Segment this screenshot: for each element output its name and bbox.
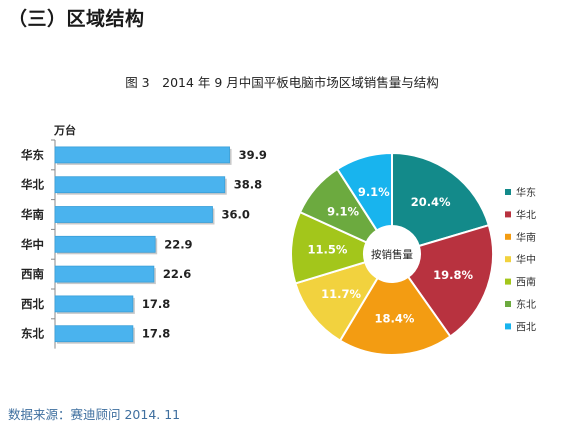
pie-slice (391, 151, 491, 248)
bar (54, 146, 230, 164)
legend-swatch (505, 323, 511, 330)
legend-swatch (505, 189, 511, 195)
bar-category-label: 华北 (21, 178, 44, 192)
pie-slice-label: 9.1% (358, 185, 390, 199)
legend-swatch (505, 278, 511, 285)
legend-label: 华南 (516, 231, 536, 244)
legend-swatch (505, 211, 511, 218)
unit-label: 万台 (53, 123, 76, 137)
bar-value-label: 39.9 (239, 148, 267, 162)
legend-label: 西北 (516, 321, 536, 333)
legend-swatch (505, 233, 511, 240)
bar (54, 176, 226, 194)
bar-category-label: 华南 (21, 208, 44, 222)
legend-label: 华中 (516, 253, 536, 266)
legend-label: 东北 (516, 298, 536, 311)
pie-slice-label: 20.4% (411, 195, 451, 209)
legend-swatch (505, 256, 511, 263)
bar (54, 325, 134, 343)
bar (54, 265, 155, 283)
donut-hole (365, 227, 419, 281)
pie-slice-label: 19.8% (433, 268, 473, 282)
bar (54, 206, 213, 223)
bar-category-label: 西南 (21, 267, 44, 281)
bar-value-label: 22.6 (163, 267, 191, 281)
donut-chart: 20.4% 19.8% 18.4% 11.7% 11.5% 9.1% 9.1% 按销售量 (290, 151, 494, 356)
bar-value-label: 17.8 (142, 297, 170, 311)
data-source: 数据来源：赛迪顾问 2014. 11 (8, 407, 181, 422)
figure-title: 图 3 2014 年 9 月中国平板电脑市场区域销售量与结构 (125, 75, 439, 90)
bar-value-label: 17.8 (142, 327, 170, 341)
bar (54, 235, 156, 253)
bar-category-label: 东北 (21, 327, 44, 341)
legend-label: 华东 (516, 186, 536, 199)
bar-category-label: 西北 (21, 297, 44, 311)
bar (54, 295, 134, 313)
legend-label: 西南 (516, 276, 536, 289)
pie-slice-label: 9.1% (327, 205, 359, 219)
section-title: （三）区域结构 (8, 8, 145, 30)
pie-slice-label: 18.4% (374, 312, 414, 326)
legend-label: 华北 (516, 208, 536, 221)
pie-slice-label: 11.7% (321, 287, 361, 301)
pie-slice (335, 151, 393, 232)
bar-category-label: 华中 (21, 237, 44, 251)
donut-center-label: 按销售量 (371, 248, 413, 261)
pie-slice (406, 223, 494, 338)
bar-value-label: 22.9 (164, 237, 192, 251)
pie-slice-label: 11.5% (308, 243, 348, 257)
bar-value-label: 36.0 (222, 208, 250, 222)
bar-value-label: 38.8 (234, 178, 262, 192)
legend-swatch (505, 301, 511, 307)
bar-category-label: 华东 (21, 148, 44, 162)
